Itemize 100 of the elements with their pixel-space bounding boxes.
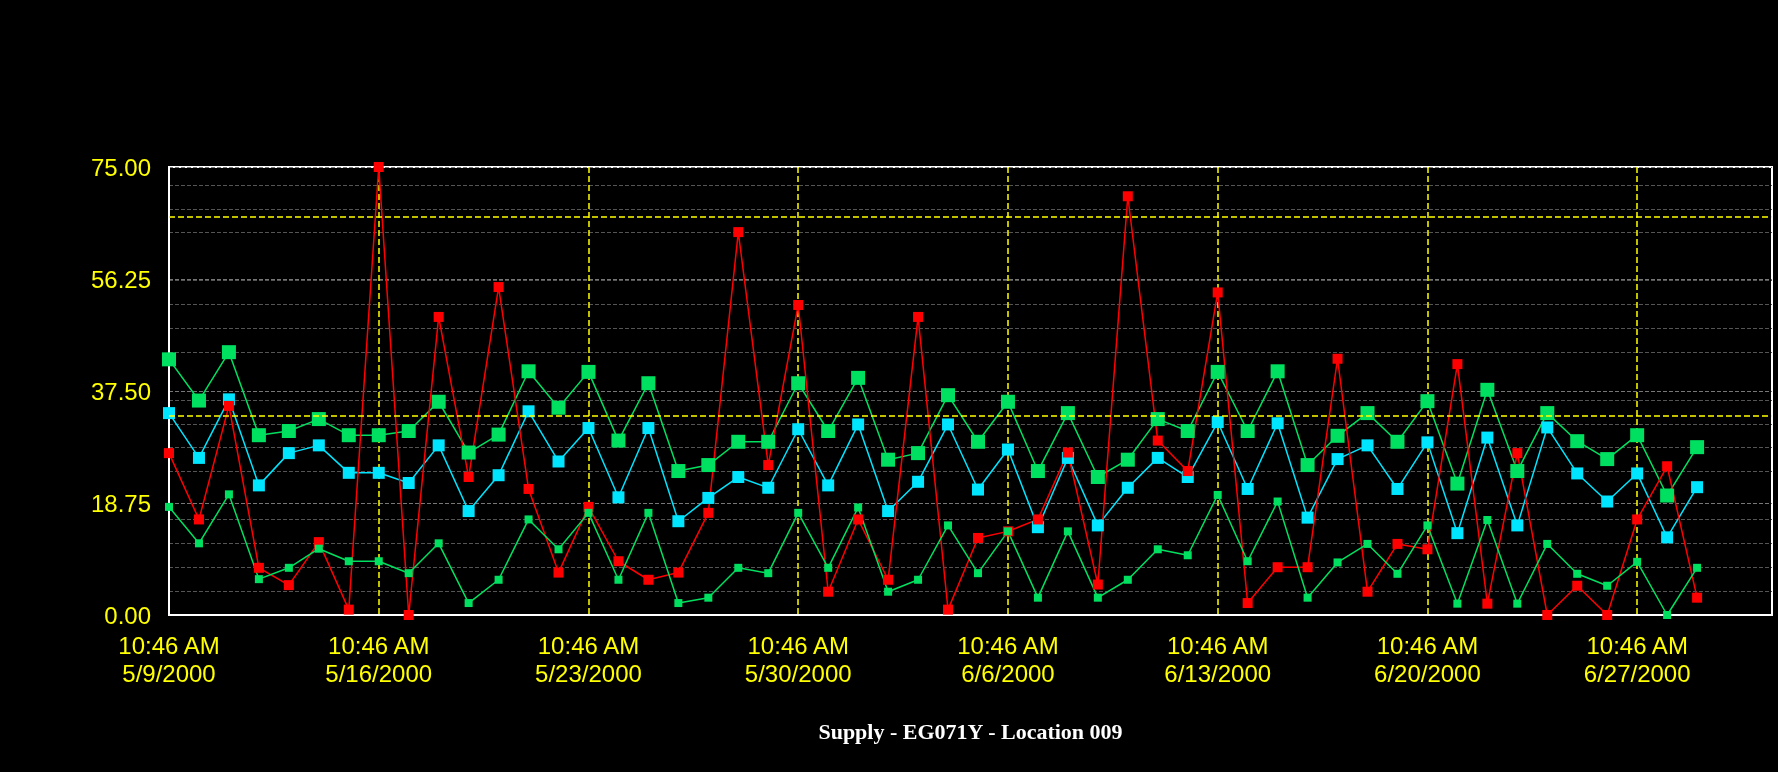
point bbox=[193, 514, 204, 525]
point bbox=[794, 508, 803, 517]
point bbox=[1033, 593, 1042, 602]
point bbox=[1183, 551, 1192, 560]
point bbox=[1332, 353, 1343, 364]
point bbox=[1511, 519, 1524, 532]
point bbox=[854, 503, 863, 512]
point bbox=[673, 567, 684, 578]
point bbox=[372, 466, 385, 479]
point bbox=[1661, 531, 1674, 544]
point bbox=[1123, 575, 1132, 584]
point bbox=[253, 562, 264, 573]
point bbox=[1032, 514, 1043, 525]
point bbox=[1271, 417, 1284, 430]
x-tick-label: 10:46 AM 6/13/2000 bbox=[1164, 631, 1272, 687]
point bbox=[523, 483, 534, 494]
point bbox=[1602, 610, 1613, 620]
point bbox=[374, 557, 383, 566]
point bbox=[1420, 394, 1435, 409]
point bbox=[883, 574, 894, 585]
point bbox=[493, 282, 504, 293]
point bbox=[373, 162, 384, 172]
x-axis-title: Supply - EG071Y - Location 009 bbox=[818, 718, 1123, 744]
point bbox=[911, 446, 926, 461]
y-tick-label: 37.50 bbox=[90, 377, 151, 405]
point bbox=[1120, 452, 1135, 467]
point bbox=[1510, 464, 1525, 479]
point bbox=[194, 539, 203, 548]
point bbox=[612, 491, 625, 504]
point bbox=[223, 400, 234, 411]
point bbox=[283, 580, 294, 591]
point bbox=[614, 575, 623, 584]
point bbox=[1213, 490, 1222, 499]
point bbox=[731, 434, 746, 449]
point bbox=[432, 439, 445, 452]
x-tick-label: 10:46 AM 6/6/2000 bbox=[957, 631, 1059, 687]
point bbox=[582, 422, 595, 435]
point bbox=[1450, 476, 1465, 491]
point bbox=[1361, 439, 1374, 452]
point bbox=[1391, 482, 1404, 495]
point bbox=[254, 575, 263, 584]
point bbox=[1513, 599, 1522, 608]
point bbox=[1211, 416, 1224, 429]
point bbox=[1330, 428, 1345, 443]
point bbox=[224, 490, 233, 499]
point bbox=[314, 544, 323, 553]
point bbox=[1690, 440, 1705, 455]
point bbox=[703, 507, 714, 518]
point bbox=[463, 472, 474, 483]
point bbox=[1182, 466, 1193, 477]
point bbox=[1422, 544, 1433, 555]
point bbox=[913, 311, 924, 322]
point bbox=[1480, 382, 1495, 397]
point bbox=[671, 464, 686, 479]
point bbox=[341, 428, 356, 443]
point bbox=[761, 434, 776, 449]
point bbox=[821, 424, 836, 439]
y-tick-label: 0.00 bbox=[104, 601, 151, 629]
point bbox=[1633, 557, 1642, 566]
point bbox=[732, 471, 745, 484]
point bbox=[914, 575, 923, 584]
point bbox=[1180, 424, 1195, 439]
point bbox=[165, 502, 173, 511]
point bbox=[551, 400, 566, 415]
point bbox=[1152, 435, 1163, 446]
point bbox=[1240, 424, 1255, 439]
point bbox=[1243, 557, 1252, 566]
point bbox=[1573, 569, 1582, 578]
point bbox=[851, 370, 866, 385]
point bbox=[1601, 495, 1614, 508]
point bbox=[494, 575, 503, 584]
point bbox=[1241, 482, 1254, 495]
point bbox=[973, 569, 982, 578]
point bbox=[1421, 436, 1434, 449]
point bbox=[763, 460, 774, 471]
point bbox=[462, 505, 475, 518]
point bbox=[1001, 443, 1014, 456]
point bbox=[823, 586, 834, 597]
point bbox=[1000, 394, 1015, 409]
point bbox=[1242, 598, 1253, 609]
point bbox=[912, 475, 925, 488]
point bbox=[1691, 481, 1704, 494]
point bbox=[1273, 497, 1282, 506]
point bbox=[282, 447, 295, 460]
point bbox=[824, 563, 833, 572]
point bbox=[1363, 539, 1372, 548]
x-tick-label: 10:46 AM 5/30/2000 bbox=[744, 631, 852, 687]
point bbox=[1482, 598, 1493, 609]
point bbox=[401, 424, 416, 439]
point bbox=[1543, 539, 1552, 548]
point bbox=[491, 427, 506, 442]
point bbox=[434, 539, 443, 548]
point bbox=[464, 599, 473, 608]
point bbox=[1392, 538, 1403, 549]
point bbox=[1210, 364, 1225, 379]
point bbox=[613, 556, 624, 567]
point bbox=[672, 515, 685, 528]
x-tick-label: 10:46 AM 6/27/2000 bbox=[1583, 631, 1691, 687]
point bbox=[1630, 428, 1645, 443]
point bbox=[1333, 558, 1342, 567]
